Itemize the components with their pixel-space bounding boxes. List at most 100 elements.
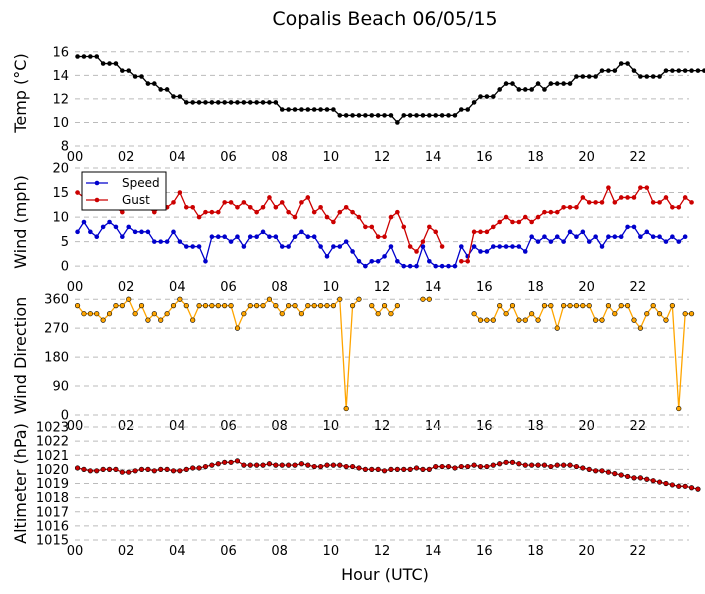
data-point — [618, 234, 624, 240]
data-point — [209, 462, 215, 468]
data-point — [394, 303, 400, 309]
x-tick-label: 18 — [527, 280, 544, 295]
data-point — [484, 249, 490, 254]
data-point — [234, 325, 241, 331]
data-point — [433, 263, 439, 269]
data-point — [586, 239, 592, 244]
data-point — [235, 100, 240, 105]
data-point — [459, 107, 464, 112]
data-point — [331, 219, 336, 225]
data-point — [688, 311, 695, 317]
y-tick-label: 1023 — [36, 421, 69, 436]
data-point — [509, 303, 516, 309]
data-point — [471, 100, 477, 105]
data-point — [343, 113, 349, 118]
data-point — [266, 296, 273, 302]
data-point — [420, 113, 426, 118]
legend-marker — [94, 180, 100, 186]
data-point — [375, 234, 381, 240]
data-point — [145, 229, 151, 235]
data-point — [599, 68, 605, 73]
y-tick-label: 10 — [52, 211, 69, 226]
data-point — [516, 317, 522, 323]
data-point — [407, 263, 413, 269]
data-point — [631, 475, 637, 481]
data-point — [196, 465, 202, 471]
data-point — [657, 234, 662, 240]
data-point — [484, 94, 490, 99]
data-point — [529, 311, 535, 317]
data-point — [215, 209, 221, 215]
data-point — [292, 214, 298, 220]
data-point — [618, 195, 624, 200]
x-tick-label: 20 — [578, 419, 595, 434]
data-point — [260, 204, 266, 210]
data-point — [631, 195, 637, 200]
data-point — [510, 244, 515, 249]
data-point — [183, 244, 189, 249]
series-line — [461, 186, 692, 262]
data-point — [234, 458, 241, 464]
y-tick-label: 1018 — [36, 491, 69, 506]
data-point — [94, 468, 100, 474]
data-point — [318, 463, 324, 470]
data-point — [497, 303, 503, 309]
y-tick-label: 1022 — [36, 435, 69, 450]
data-point — [567, 229, 573, 235]
data-point — [292, 462, 298, 468]
data-point — [669, 482, 675, 488]
data-point — [247, 462, 253, 468]
data-point — [170, 468, 177, 474]
data-point — [650, 200, 656, 205]
data-point — [171, 200, 176, 205]
data-point — [107, 61, 112, 66]
data-point — [362, 466, 368, 472]
data-point — [113, 466, 119, 472]
data-point — [542, 209, 547, 215]
data-point — [318, 244, 323, 249]
data-point — [535, 81, 541, 86]
data-point — [401, 224, 407, 230]
data-point — [522, 317, 528, 323]
data-point — [369, 303, 375, 309]
data-point — [349, 463, 356, 470]
data-point — [631, 224, 637, 230]
data-point — [126, 224, 132, 230]
data-point — [177, 94, 183, 99]
data-point — [471, 311, 477, 317]
data-point — [228, 239, 234, 244]
y-tick-label: 1021 — [36, 449, 69, 464]
data-point — [516, 219, 522, 225]
data-point — [554, 234, 560, 240]
data-point — [427, 258, 432, 264]
x-tick-label: 02 — [118, 544, 135, 559]
y-tick-label: 8 — [61, 140, 69, 155]
data-point — [459, 258, 464, 264]
data-point — [478, 94, 483, 99]
y-tick-label: 1019 — [36, 477, 69, 492]
y-tick-label: 5 — [61, 235, 69, 250]
legend-box — [81, 171, 167, 211]
data-point — [586, 303, 592, 309]
data-point — [209, 209, 215, 215]
data-point — [100, 466, 106, 472]
data-point — [490, 244, 496, 249]
data-point — [388, 466, 394, 472]
data-point — [228, 303, 234, 309]
data-point — [497, 219, 502, 225]
x-tick-label: 12 — [374, 544, 391, 559]
data-point — [286, 244, 291, 249]
data-point — [548, 303, 554, 309]
data-point — [138, 466, 145, 472]
data-point — [446, 263, 451, 269]
data-point — [503, 214, 509, 220]
data-point — [644, 185, 650, 190]
data-point — [177, 296, 183, 302]
data-point — [382, 234, 387, 240]
x-tick-label: 04 — [169, 280, 186, 295]
data-point — [209, 100, 215, 105]
series-gust — [75, 185, 694, 264]
data-point — [535, 239, 541, 244]
data-point — [663, 68, 669, 73]
data-point — [254, 209, 259, 215]
